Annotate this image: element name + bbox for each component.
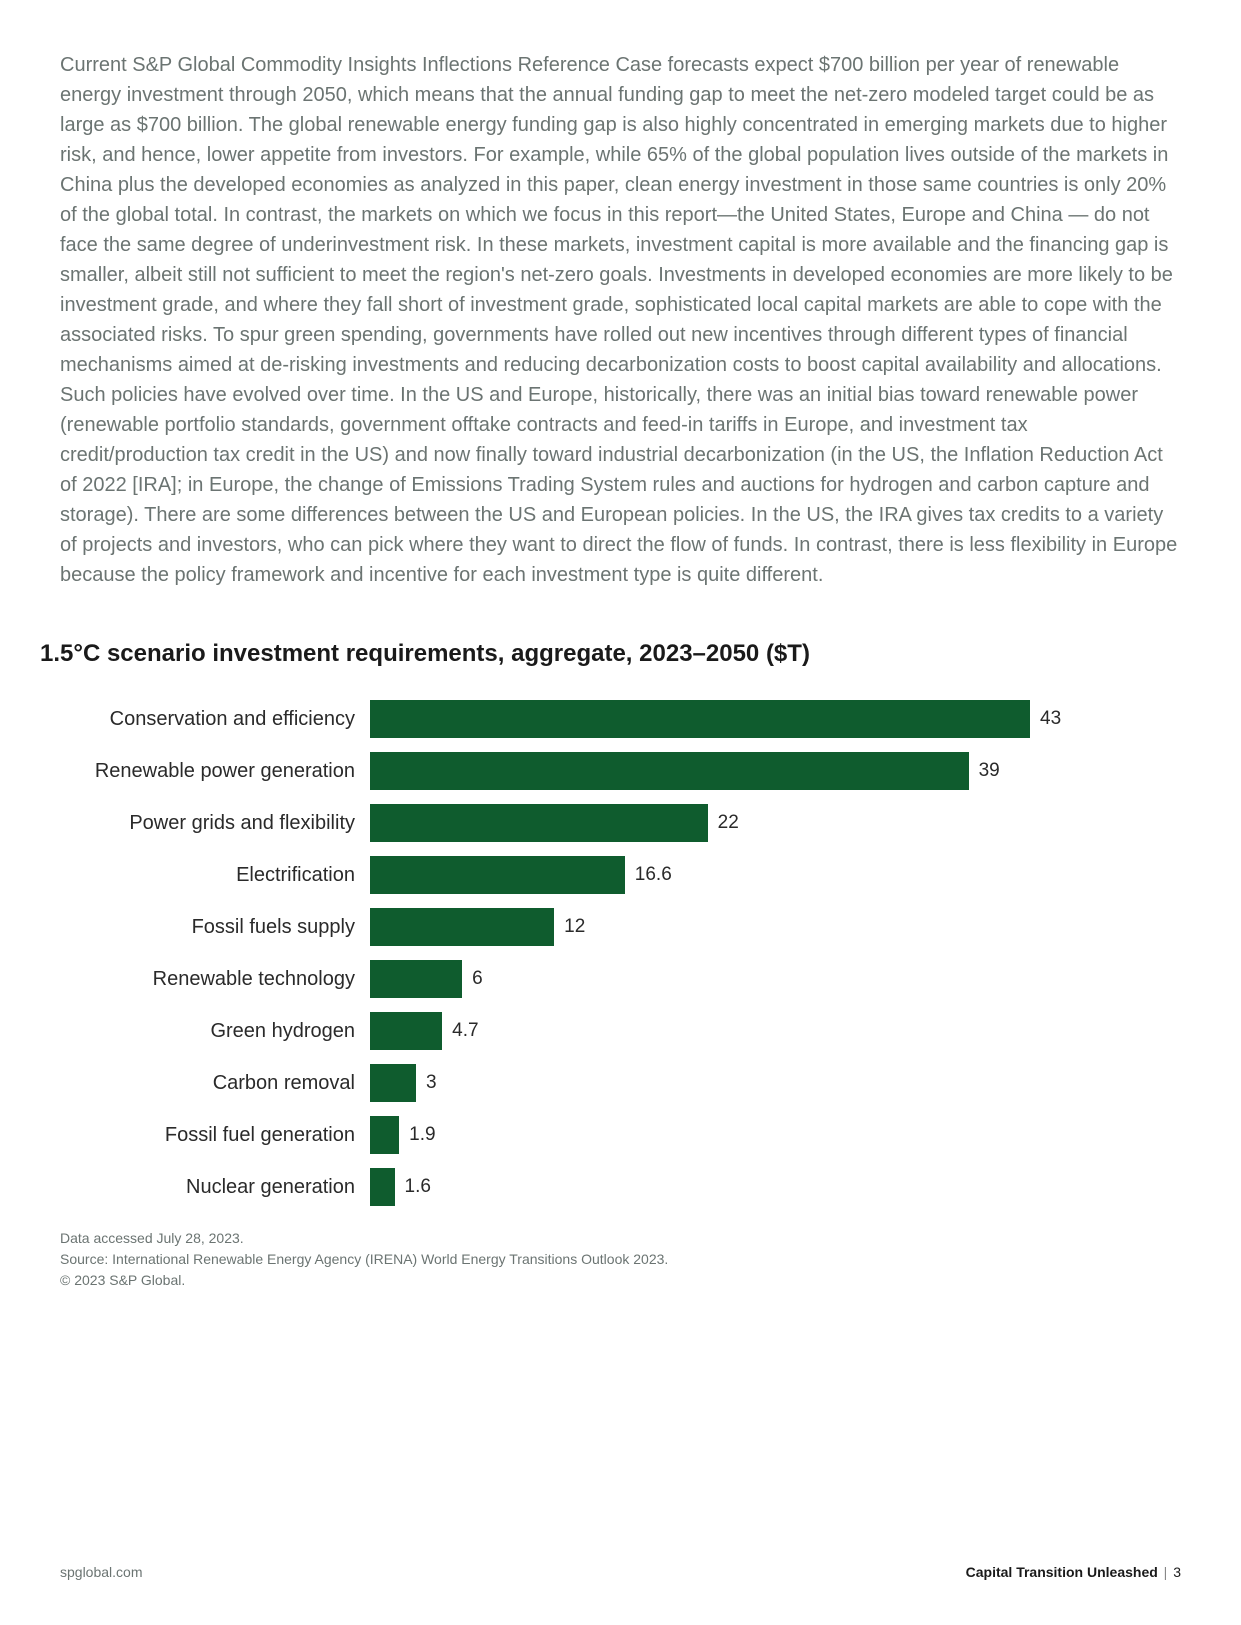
chart-bar-label: Power grids and flexibility	[60, 812, 370, 835]
chart-bar	[370, 752, 969, 790]
chart-bar-label: Carbon removal	[60, 1072, 370, 1095]
chart-bar-label: Renewable power generation	[60, 760, 370, 783]
chart-bar-value: 12	[564, 916, 585, 938]
chart-bar-wrap: 12	[370, 908, 1181, 946]
footer-title: Capital Transition Unleashed	[966, 1564, 1158, 1580]
chart-bar-wrap: 1.9	[370, 1116, 1181, 1154]
chart-bar-label: Nuclear generation	[60, 1176, 370, 1199]
chart-bar-label: Green hydrogen	[60, 1020, 370, 1043]
chart-bar	[370, 1116, 399, 1154]
footer-url: spglobal.com	[60, 1564, 143, 1580]
chart-bar-value: 6	[472, 968, 483, 990]
chart-bar-value: 1.9	[409, 1124, 435, 1146]
chart-bar	[370, 700, 1030, 738]
chart-bar	[370, 1168, 395, 1206]
chart-bar-wrap: 4.7	[370, 1012, 1181, 1050]
chart-row: Electrification 16.6	[60, 854, 1181, 896]
chart-row: Green hydrogen 4.7	[60, 1010, 1181, 1052]
chart-bar-wrap: 39	[370, 752, 1181, 790]
chart-bar-value: 16.6	[635, 864, 672, 886]
chart-bar-value: 39	[979, 760, 1000, 782]
chart-row: Power grids and flexibility 22	[60, 802, 1181, 844]
chart-row: Nuclear generation 1.6	[60, 1166, 1181, 1208]
chart-row: Renewable technology 6	[60, 958, 1181, 1000]
chart-row: Fossil fuels supply 12	[60, 906, 1181, 948]
chart-bar-wrap: 3	[370, 1064, 1181, 1102]
footnote-line: Data accessed July 28, 2023.	[60, 1228, 1181, 1249]
chart-bar-label: Renewable technology	[60, 968, 370, 991]
chart-row: Fossil fuel generation 1.9	[60, 1114, 1181, 1156]
chart-bar-value: 1.6	[405, 1176, 431, 1198]
chart-title: 1.5°C scenario investment requirements, …	[40, 640, 1181, 668]
chart-bar-label: Fossil fuel generation	[60, 1124, 370, 1147]
chart-bar-value: 43	[1040, 708, 1061, 730]
chart-bar-value: 4.7	[452, 1020, 478, 1042]
chart-bar-wrap: 22	[370, 804, 1181, 842]
chart-bar	[370, 908, 554, 946]
chart-bar-wrap: 1.6	[370, 1168, 1181, 1206]
footer-page-number: 3	[1173, 1564, 1181, 1580]
chart-bar-wrap: 16.6	[370, 856, 1181, 894]
chart-bar	[370, 856, 625, 894]
chart-bar-wrap: 43	[370, 700, 1181, 738]
footer-page-info: Capital Transition Unleashed | 3	[966, 1564, 1181, 1580]
chart-row: Carbon removal 3	[60, 1062, 1181, 1104]
footnote-line: Source: International Renewable Energy A…	[60, 1249, 1181, 1270]
chart-row: Conservation and efficiency 43	[60, 698, 1181, 740]
chart-bar	[370, 960, 462, 998]
investment-bar-chart: Conservation and efficiency 43 Renewable p…	[60, 698, 1181, 1208]
chart-bar-value: 22	[718, 812, 739, 834]
page-footer: spglobal.com Capital Transition Unleashe…	[60, 1564, 1181, 1580]
chart-bar-label: Fossil fuels supply	[60, 916, 370, 939]
chart-bar	[370, 1012, 442, 1050]
chart-bar-wrap: 6	[370, 960, 1181, 998]
chart-bar	[370, 804, 708, 842]
chart-row: Renewable power generation 39	[60, 750, 1181, 792]
body-paragraph: Current S&P Global Commodity Insights In…	[60, 50, 1180, 590]
chart-bar-value: 3	[426, 1072, 437, 1094]
footnote-line: © 2023 S&P Global.	[60, 1270, 1181, 1291]
chart-bar-label: Conservation and efficiency	[60, 708, 370, 731]
chart-bar-label: Electrification	[60, 864, 370, 887]
chart-bar	[370, 1064, 416, 1102]
footer-separator: |	[1160, 1564, 1171, 1580]
chart-footnotes: Data accessed July 28, 2023. Source: Int…	[60, 1228, 1181, 1291]
